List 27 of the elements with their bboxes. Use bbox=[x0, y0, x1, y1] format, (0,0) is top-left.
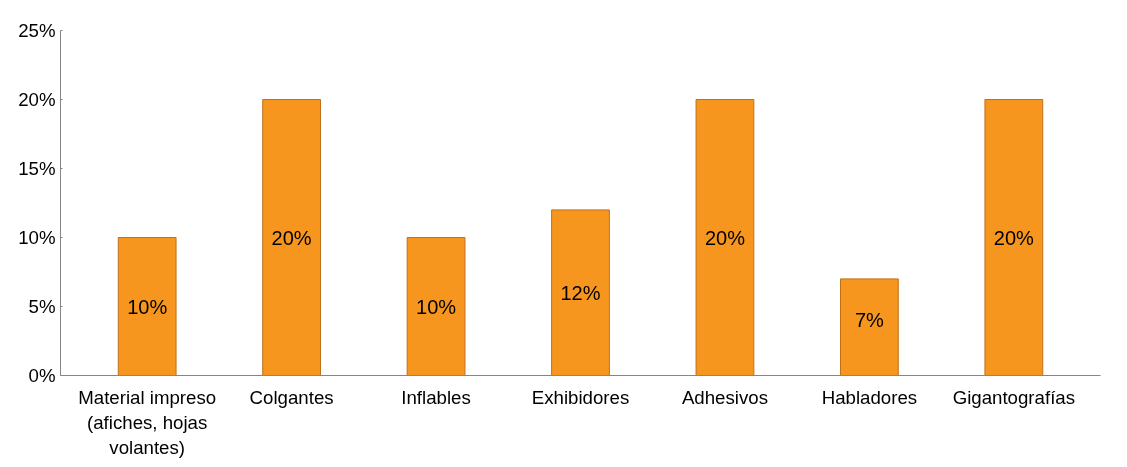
y-tick-label: 15% bbox=[18, 158, 56, 179]
x-tick-label: Inflables bbox=[401, 386, 471, 408]
y-tick-label: 10% bbox=[18, 227, 56, 248]
y-tick-label: 25% bbox=[18, 20, 56, 41]
y-tick-label: 5% bbox=[28, 296, 56, 317]
y-tick-label: 0% bbox=[28, 365, 56, 386]
y-tick-label: 20% bbox=[18, 89, 56, 110]
bar bbox=[551, 209, 610, 376]
x-tick-label: Exhibidores bbox=[531, 386, 630, 408]
data-label: 12% bbox=[560, 281, 601, 304]
bar bbox=[117, 237, 177, 376]
x-tick-label: Habladores bbox=[821, 386, 918, 408]
bar bbox=[262, 99, 321, 376]
data-label: 20% bbox=[704, 226, 746, 249]
x-tick-label: Adhesivos bbox=[681, 386, 768, 408]
x-tick-label: Gigantografías bbox=[952, 386, 1076, 408]
data-label: 20% bbox=[993, 226, 1035, 249]
data-label: 20% bbox=[271, 226, 312, 249]
bar bbox=[984, 99, 1044, 376]
bar bbox=[695, 99, 755, 376]
data-label: 10% bbox=[416, 295, 457, 318]
data-label: 7% bbox=[854, 309, 885, 332]
x-tick-label: Material impreso (afiches, hojas volantes) bbox=[78, 386, 217, 458]
bar bbox=[840, 278, 899, 376]
bar bbox=[406, 237, 466, 376]
x-tick-label: Colgantes bbox=[249, 386, 334, 408]
data-label: 10% bbox=[127, 295, 168, 318]
